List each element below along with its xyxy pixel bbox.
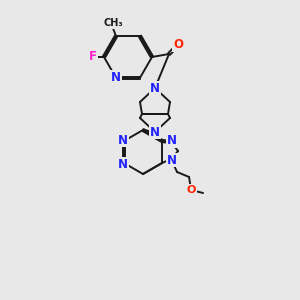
Text: O: O	[173, 38, 183, 52]
Text: O: O	[186, 185, 196, 195]
Text: F: F	[89, 50, 97, 64]
Text: N: N	[111, 71, 121, 84]
Text: N: N	[167, 134, 177, 148]
Text: N: N	[118, 134, 128, 146]
Text: N: N	[118, 158, 128, 170]
Text: N: N	[150, 125, 160, 139]
Text: CH₃: CH₃	[103, 18, 123, 28]
Text: N: N	[150, 82, 160, 94]
Text: N: N	[167, 154, 177, 166]
